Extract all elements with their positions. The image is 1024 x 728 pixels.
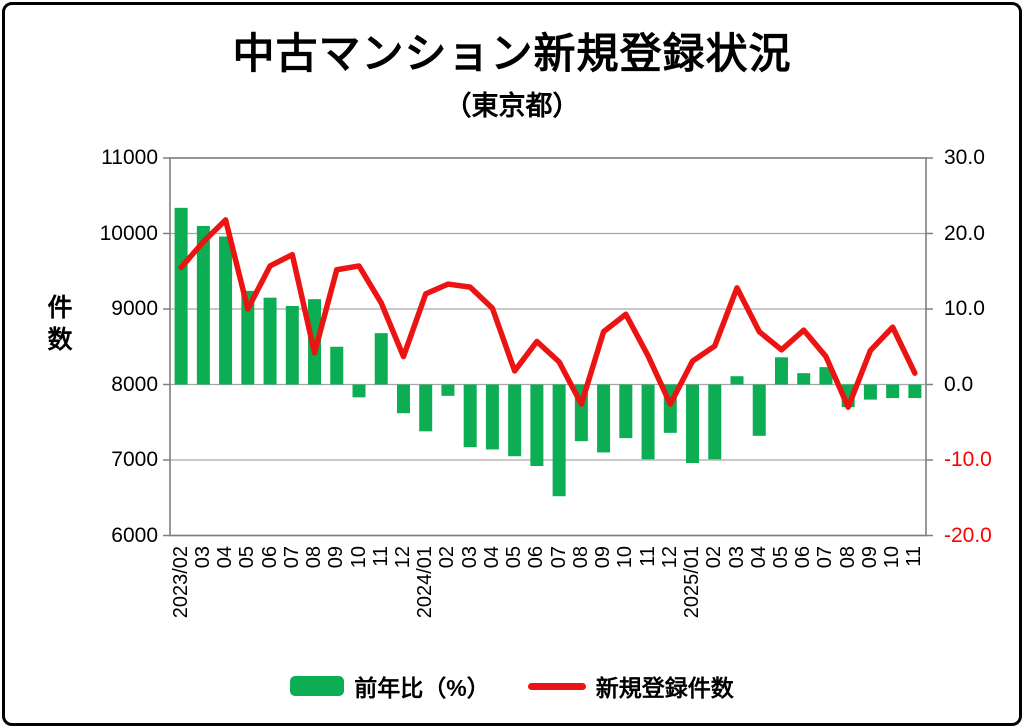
- x-axis-label: 08: [836, 546, 859, 569]
- y-axis-label-right: -10.0: [944, 448, 992, 471]
- bar-series-swatch: [290, 676, 345, 696]
- x-axis-label: 12: [658, 546, 681, 569]
- plot-frame: [169, 157, 927, 537]
- left-axis-title: 件数: [44, 294, 72, 358]
- x-axis-label: 03: [191, 546, 214, 569]
- y-axis-label-left: 6000: [111, 523, 158, 547]
- x-axis-label: 12: [391, 546, 414, 569]
- x-axis-label: 2024/01: [414, 546, 437, 619]
- bar-previous-year-ratio: [774, 357, 788, 385]
- bar-previous-year-ratio: [797, 373, 811, 385]
- bar-previous-year-ratio: [352, 384, 366, 398]
- bar-previous-year-ratio: [396, 384, 410, 414]
- y-axis-label-left: 7000: [111, 448, 158, 471]
- bar-previous-year-ratio: [174, 207, 188, 385]
- bar-previous-year-ratio: [863, 384, 877, 400]
- x-axis-label: 09: [325, 546, 348, 569]
- bar-previous-year-ratio: [485, 384, 499, 450]
- bar-previous-year-ratio: [708, 384, 722, 460]
- y-axis-label-right: 0.0: [944, 372, 974, 396]
- x-axis-label: 03: [458, 546, 481, 569]
- x-axis-label: 06: [525, 546, 548, 569]
- bar-previous-year-ratio: [752, 384, 766, 436]
- bar-previous-year-ratio: [374, 333, 388, 385]
- y-axis-label-right: -20.0: [944, 523, 992, 547]
- bar-previous-year-ratio: [886, 384, 900, 399]
- x-axis-label: 08: [303, 546, 326, 569]
- x-axis-label: 2025/01: [681, 546, 704, 619]
- bar-previous-year-ratio: [619, 384, 633, 439]
- y-axis-label-left: 10000: [99, 221, 158, 245]
- chart-subtitle: （東京都）: [444, 91, 580, 121]
- x-axis-label: 07: [280, 546, 303, 569]
- x-axis-label: 09: [858, 546, 881, 569]
- legend: 前年比（%） 新規登録件数: [0, 668, 1024, 704]
- bar-previous-year-ratio: [908, 384, 922, 399]
- x-axis-label: 02: [436, 546, 459, 569]
- y-axis-label-left: 11000: [101, 146, 158, 169]
- bar-previous-year-ratio: [508, 384, 522, 457]
- bar-previous-year-ratio: [597, 384, 611, 453]
- legend-line-label: 新規登録件数: [595, 675, 734, 701]
- chart-title: 中古マンション新規登録状況: [232, 30, 792, 77]
- x-axis-label: 07: [547, 546, 570, 569]
- line-new-registrations: [178, 217, 918, 410]
- bar-previous-year-ratio: [241, 290, 255, 385]
- bar-previous-year-ratio: [196, 225, 210, 385]
- x-axis-label: 11: [636, 546, 659, 567]
- y-axis-label-right: 10.0: [944, 297, 985, 320]
- x-axis-label: 09: [592, 546, 615, 569]
- y-axis-label-right: 30.0: [944, 146, 985, 169]
- bar-previous-year-ratio: [641, 384, 655, 460]
- x-axis-label: 10: [881, 546, 904, 569]
- x-axis-label: 03: [725, 546, 748, 569]
- x-axis-label: 06: [258, 546, 281, 569]
- bar-previous-year-ratio: [263, 297, 277, 385]
- bar-previous-year-ratio: [219, 236, 233, 385]
- legend-item-bar: 前年比（%）: [290, 669, 490, 703]
- x-axis-label: 11: [369, 546, 392, 567]
- bar-previous-year-ratio: [552, 384, 566, 497]
- line-series-swatch: [527, 682, 586, 690]
- bar-previous-year-ratio: [819, 367, 833, 385]
- bar-previous-year-ratio: [730, 376, 744, 385]
- x-axis-label: 10: [347, 546, 370, 569]
- x-axis-label: 04: [480, 546, 503, 569]
- x-axis-label: 05: [236, 546, 259, 569]
- x-axis-label: 04: [214, 546, 237, 569]
- bar-previous-year-ratio: [530, 384, 544, 467]
- y-axis-label-right: 20.0: [944, 221, 985, 245]
- bar-previous-year-ratio: [686, 384, 700, 464]
- x-axis-label: 04: [747, 546, 770, 569]
- legend-bar-label: 前年比（%）: [354, 675, 490, 701]
- x-axis-label: 05: [503, 546, 526, 569]
- x-axis-label: 05: [769, 546, 792, 569]
- x-axis-label: 02: [703, 546, 726, 569]
- x-axis-label: 07: [814, 546, 837, 569]
- bar-previous-year-ratio: [419, 384, 433, 432]
- bar-previous-year-ratio: [330, 346, 344, 385]
- x-axis-label: 11: [903, 546, 926, 567]
- y-axis-label-left: 9000: [111, 297, 158, 320]
- x-axis-label: 10: [614, 546, 637, 569]
- x-axis-label: 2023/02: [169, 546, 192, 619]
- y-axis-label-left: 8000: [111, 372, 158, 396]
- bar-previous-year-ratio: [463, 384, 477, 448]
- legend-item-line: 新規登録件数: [527, 669, 734, 703]
- x-axis-label: 06: [792, 546, 815, 569]
- x-axis-label: 08: [569, 546, 592, 569]
- bar-previous-year-ratio: [285, 305, 299, 385]
- bar-previous-year-ratio: [441, 384, 455, 396]
